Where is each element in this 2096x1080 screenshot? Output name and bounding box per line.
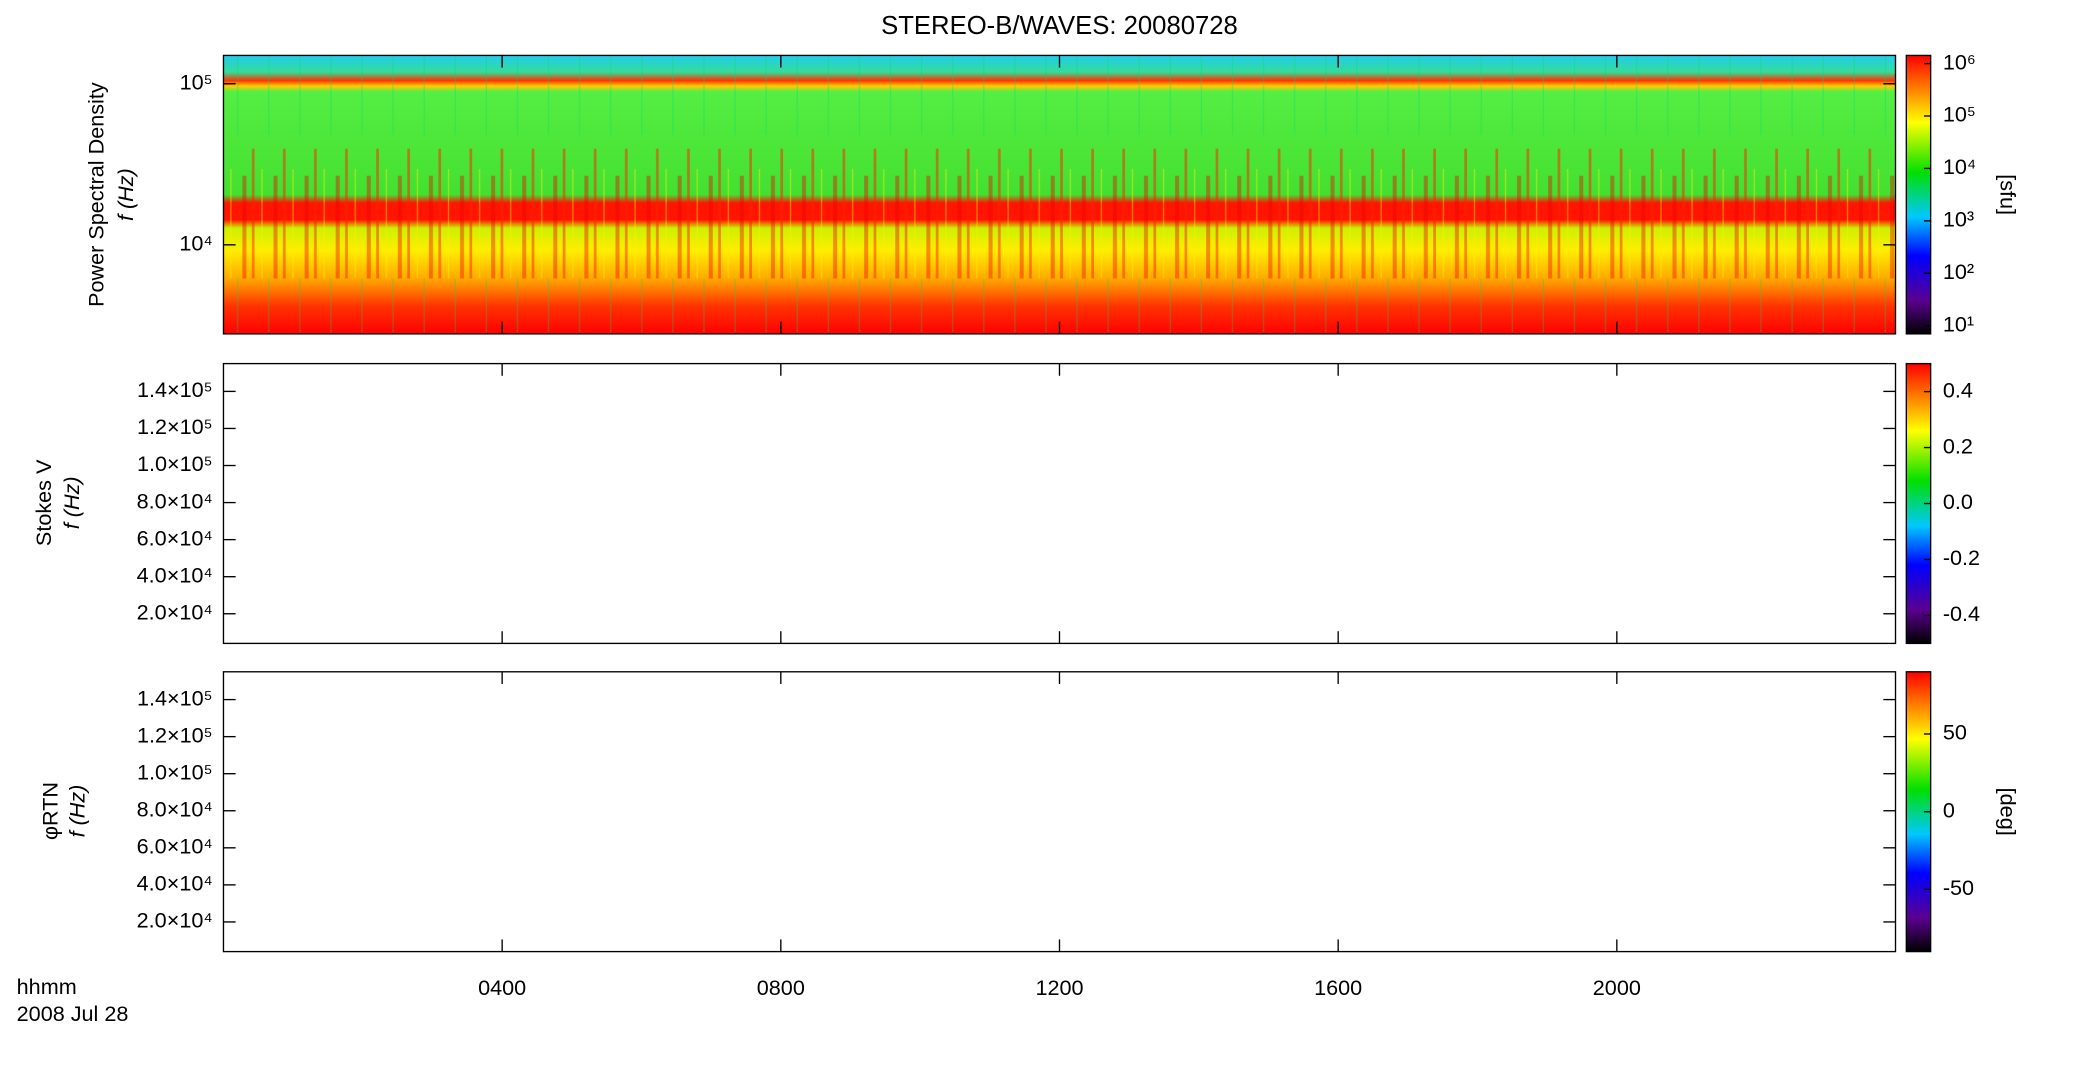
x-axis-label: hhmm: [17, 974, 77, 999]
y-axis-label: φRTN: [38, 782, 63, 840]
y-tick-label: 6.0×10⁴: [137, 834, 213, 859]
x-tick-label: 0400: [478, 975, 526, 1000]
x-axis-label: 2008 Jul 28: [17, 1001, 129, 1026]
colorbar-tick-label: 10²: [1943, 259, 1974, 284]
y-axis-label: Power Spectral Density: [83, 82, 108, 307]
y-axis-label: f (Hz): [65, 785, 90, 838]
colorbar-tick-label: 10¹: [1943, 311, 1974, 336]
panel-frame: [222, 362, 1897, 645]
y-tick-label: 8.0×10⁴: [137, 796, 213, 821]
y-tick-label: 1.0×10⁵: [137, 759, 213, 784]
y-tick-label: 1.2×10⁵: [137, 414, 213, 439]
x-tick-label: 2000: [1593, 975, 1641, 1000]
chart-title: STEREO-B/WAVES: 20080728: [881, 12, 1238, 40]
colorbar: [1906, 55, 1931, 334]
colorbar-tick-label: -0.2: [1943, 545, 1980, 570]
y-tick-label: 2.0×10⁴: [137, 599, 213, 624]
y-tick-label: 1.4×10⁵: [137, 685, 213, 710]
colorbar-tick-label: 10⁶: [1943, 49, 1976, 74]
y-tick-label: 6.0×10⁴: [137, 525, 213, 550]
colorbar-tick-label: 0: [1943, 797, 1955, 822]
y-tick-label: 1.4×10⁵: [137, 377, 213, 402]
colorbar-tick-label: 50: [1943, 720, 1967, 745]
y-axis-label: Stokes V: [31, 459, 56, 546]
colorbar-tick-label: 0.4: [1943, 377, 1973, 402]
x-tick-label: 0800: [757, 975, 805, 1000]
spectrogram-texture: [223, 55, 1896, 334]
x-tick-label: 1200: [1035, 975, 1083, 1000]
y-axis-label: f (Hz): [59, 476, 84, 529]
y-tick-label: 4.0×10⁴: [137, 562, 213, 587]
y-tick-label: 1.2×10⁵: [137, 722, 213, 747]
colorbar-frame: [1905, 54, 1932, 335]
y-axis-label: f (Hz): [113, 168, 138, 221]
colorbar-tick-label: 10⁵: [1943, 102, 1976, 127]
x-tick-label: 1600: [1314, 975, 1362, 1000]
y-tick-label: 10⁴: [179, 231, 212, 256]
colorbar-tick-label: 0.0: [1943, 489, 1973, 514]
colorbar-tick-label: -50: [1943, 875, 1974, 900]
colorbar-tick-label: 0.2: [1943, 433, 1973, 458]
colorbar-label: [sfu]: [1996, 174, 2021, 215]
y-tick-label: 4.0×10⁴: [137, 871, 213, 896]
colorbar-label: [deg]: [1996, 788, 2021, 836]
plot-area: [223, 55, 1896, 334]
panel-frame: [222, 671, 1897, 953]
y-tick-label: 8.0×10⁴: [137, 488, 213, 513]
colorbar-tick-label: -0.4: [1943, 601, 1980, 626]
y-tick-label: 10⁵: [180, 69, 213, 94]
y-tick-label: 2.0×10⁴: [137, 908, 213, 933]
colorbar-tick-label: 10³: [1943, 207, 1974, 232]
colorbar-tick-label: 10⁴: [1943, 154, 1976, 179]
y-tick-label: 1.0×10⁵: [137, 451, 213, 476]
